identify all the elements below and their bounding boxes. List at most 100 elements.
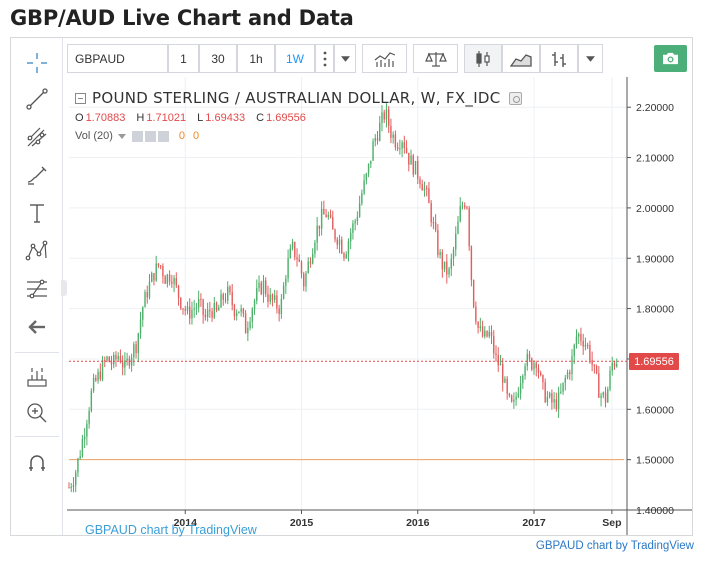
candle-body xyxy=(486,330,488,337)
candle-body xyxy=(235,312,238,316)
candle-body xyxy=(77,458,79,473)
candle-body xyxy=(428,188,430,204)
candle-body xyxy=(495,353,497,356)
candle-body xyxy=(374,138,376,142)
candle-body xyxy=(408,152,410,165)
candle-body xyxy=(401,142,403,149)
candle-body xyxy=(551,393,553,403)
candle-body xyxy=(251,309,254,322)
candle-body xyxy=(151,273,153,282)
candle-body xyxy=(394,134,397,148)
chart-area[interactable]: 2.200002.100002.000001.900001.800001.700… xyxy=(67,77,692,537)
scales-icon[interactable] xyxy=(413,44,458,73)
candle-body xyxy=(97,371,99,381)
zoom-in-icon[interactable] xyxy=(21,398,53,428)
caret-down-icon[interactable] xyxy=(334,44,356,73)
candle-body xyxy=(582,340,584,347)
candle-body xyxy=(557,392,560,410)
candles-icon[interactable] xyxy=(464,44,502,73)
time-tick-label: 2014 xyxy=(174,517,198,529)
interval-1-button[interactable]: 1 xyxy=(168,44,199,73)
chart-watermark[interactable]: GBPAUD chart by TradingView xyxy=(85,523,257,537)
toolbar-collapse-handle[interactable] xyxy=(61,280,67,296)
volume-caret-icon[interactable] xyxy=(117,133,126,139)
candle-body xyxy=(173,278,175,284)
candle-body xyxy=(213,302,216,318)
candle-body xyxy=(502,363,504,383)
camera-icon[interactable] xyxy=(654,45,687,72)
volume-format-icon[interactable] xyxy=(144,130,156,142)
candle-body xyxy=(220,294,222,308)
back-arrow-icon[interactable] xyxy=(21,312,53,342)
price-tick-label: 2.10000 xyxy=(636,153,674,165)
candle-body xyxy=(318,225,321,229)
candle-body xyxy=(600,395,602,398)
pitchfork-icon[interactable] xyxy=(21,122,53,152)
top-toolbar: GBPAUD 1 30 1h 1W xyxy=(67,42,692,75)
indicators-icon[interactable] xyxy=(362,44,407,73)
candle-body xyxy=(361,193,363,204)
candle-body xyxy=(157,263,160,266)
volume-settings-icon[interactable] xyxy=(131,130,143,142)
candle-body xyxy=(544,382,546,403)
candle-body xyxy=(367,163,370,174)
candle-body xyxy=(287,257,289,279)
candle-body xyxy=(419,178,421,185)
candle-body xyxy=(146,292,148,298)
candle-body xyxy=(240,308,242,312)
candle-body xyxy=(271,294,274,301)
collapse-legend-icon[interactable] xyxy=(75,92,86,104)
candle-body xyxy=(269,294,271,302)
candle-body xyxy=(589,345,591,361)
candle-body xyxy=(591,360,593,365)
interval-1w-button[interactable]: 1W xyxy=(275,44,315,73)
candle-body xyxy=(262,280,265,294)
candle-body xyxy=(75,472,77,486)
measure-icon[interactable] xyxy=(21,362,53,392)
brush-icon[interactable] xyxy=(21,160,53,190)
candle-body xyxy=(452,249,455,259)
candle-body xyxy=(307,261,309,273)
interval-1h-button[interactable]: 1h xyxy=(237,44,275,73)
candle-body xyxy=(499,363,502,366)
candle-body xyxy=(128,358,131,366)
bars-icon[interactable] xyxy=(540,44,578,73)
symbol-search-input[interactable]: GBPAUD xyxy=(67,44,168,73)
candle-body xyxy=(276,295,278,309)
interval-30-button[interactable]: 30 xyxy=(199,44,237,73)
vertical-dots-icon[interactable] xyxy=(315,44,334,73)
candle-body xyxy=(90,390,93,411)
volume-remove-icon[interactable] xyxy=(157,130,169,142)
settings-icon[interactable] xyxy=(508,91,522,105)
candle-body xyxy=(537,367,540,373)
candle-body xyxy=(95,377,97,381)
price-chart[interactable]: 2.200002.100002.000001.900001.800001.700… xyxy=(67,77,692,535)
candle-body xyxy=(137,333,140,354)
candle-body xyxy=(354,221,356,224)
candle-body xyxy=(298,259,300,262)
candle-body xyxy=(580,334,582,341)
magnet-icon[interactable] xyxy=(21,448,53,478)
crosshair-icon[interactable] xyxy=(21,48,53,78)
candle-body xyxy=(341,239,343,254)
text-icon[interactable] xyxy=(21,198,53,228)
last-price-badge: 1.69556 xyxy=(629,353,679,371)
candle-body xyxy=(441,251,444,270)
fib-retracement-icon[interactable] xyxy=(21,274,53,304)
candle-body xyxy=(175,278,178,286)
trend-line-icon[interactable] xyxy=(21,84,53,114)
footer-credit-link[interactable]: GBPAUD chart by TradingView xyxy=(535,540,694,552)
pattern-icon[interactable] xyxy=(21,236,53,266)
candle-body xyxy=(425,187,428,189)
candle-body xyxy=(490,331,493,337)
area-chart-icon[interactable] xyxy=(502,44,540,73)
candle-body xyxy=(325,214,327,218)
candle-body xyxy=(99,371,101,380)
chart-type-caret-icon[interactable] xyxy=(578,44,603,73)
symbol-title: POUND STERLING / AUSTRALIAN DOLLAR, W, F… xyxy=(92,89,501,107)
tradingview-widget: GBPAUD 1 30 1h 1W xyxy=(10,37,693,537)
candle-body xyxy=(555,399,558,410)
candle-body xyxy=(227,286,229,301)
time-tick-label: 2016 xyxy=(406,517,430,529)
candle-body xyxy=(249,321,251,328)
